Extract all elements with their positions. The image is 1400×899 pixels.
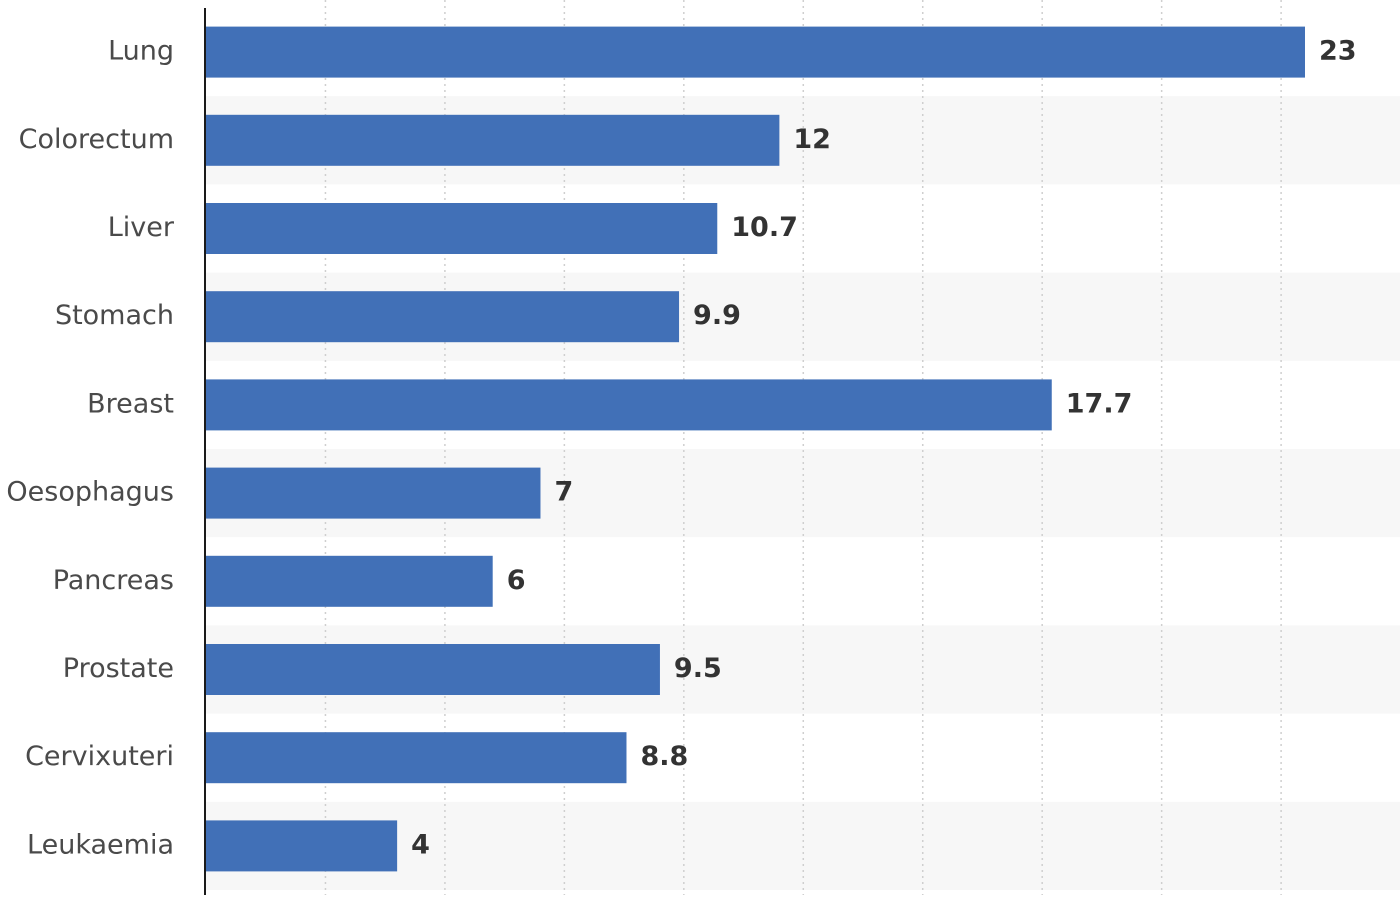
bar xyxy=(206,820,398,872)
bar xyxy=(206,114,780,166)
data-label: 10.7 xyxy=(731,212,798,243)
category-label: Lung xyxy=(108,36,174,67)
category-label: Leukaemia xyxy=(27,829,174,860)
data-label: 4 xyxy=(411,829,430,860)
category-label: Pancreas xyxy=(53,565,174,596)
category-label: Prostate xyxy=(63,653,174,684)
category-label: Cervixuteri xyxy=(25,741,174,772)
category-label: Colorectum xyxy=(19,124,174,155)
bar xyxy=(206,26,1305,78)
data-label: 8.8 xyxy=(640,741,688,772)
category-label: Liver xyxy=(108,212,175,243)
value-labels: 23 12 10.7 9.9 17.7 7 6 9.5 8.8 4 xyxy=(411,36,1356,861)
data-label: 6 xyxy=(507,565,526,596)
data-label: 12 xyxy=(793,124,831,155)
category-labels: Lung Colorectum Liver Stomach Breast Oesophag… xyxy=(6,36,174,861)
data-label: 9.9 xyxy=(693,300,741,331)
category-label: Stomach xyxy=(55,300,174,331)
bar xyxy=(206,555,493,607)
category-label: Breast xyxy=(87,388,174,419)
bar xyxy=(206,203,718,254)
category-label: Oesophagus xyxy=(6,477,174,508)
data-label: 9.5 xyxy=(674,653,722,684)
bar xyxy=(206,644,660,695)
data-label: 17.7 xyxy=(1066,388,1133,419)
data-label: 7 xyxy=(554,477,573,508)
bar xyxy=(206,732,627,784)
bar xyxy=(206,291,680,343)
bar-series xyxy=(206,26,1305,872)
data-label: 23 xyxy=(1319,36,1357,67)
bar xyxy=(206,467,541,519)
bar xyxy=(206,379,1052,431)
row-bands xyxy=(206,96,1400,890)
